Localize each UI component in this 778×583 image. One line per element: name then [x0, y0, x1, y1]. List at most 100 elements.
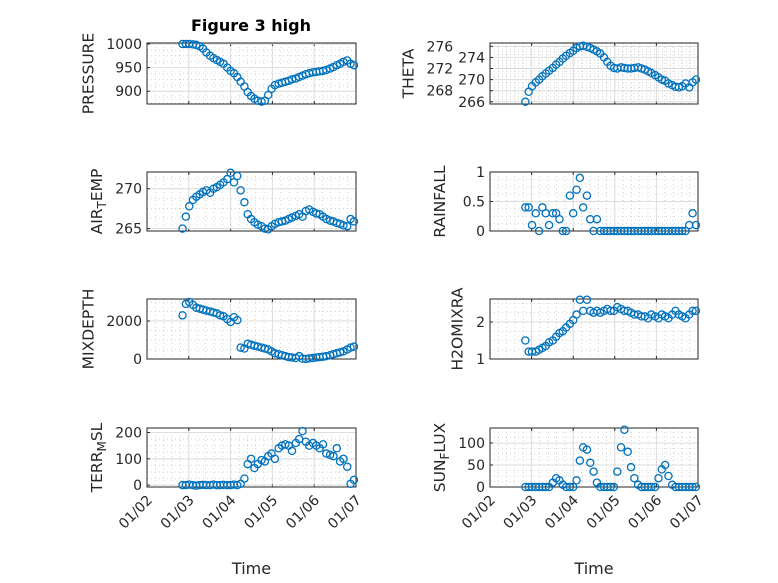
data-point: [568, 482, 578, 492]
data-point: [613, 467, 622, 476]
data-point: [233, 171, 242, 181]
data-point: [575, 456, 585, 465]
y-tick-label: 2: [476, 315, 485, 331]
y-tick-label: 270: [115, 182, 142, 198]
axes-h2omixra: 1 2 H2OMIXRA: [448, 287, 701, 371]
data-point: [287, 213, 297, 222]
y-tick-label: 2000: [106, 314, 142, 330]
data-point: [531, 209, 541, 218]
data-point: [578, 306, 588, 316]
data-point: [575, 295, 585, 304]
data-point: [626, 462, 636, 472]
y-tick-label: 1000: [106, 37, 142, 53]
data-point: [568, 209, 578, 218]
data-point: [339, 454, 348, 464]
data-point: [287, 446, 297, 456]
data-point: [572, 185, 581, 194]
axes-box: [146, 427, 357, 488]
y-tick-label: 1: [476, 352, 485, 368]
data-point: [582, 445, 592, 454]
data-point: [589, 467, 598, 476]
data-point: [521, 97, 530, 107]
data-point: [240, 474, 249, 483]
y-tick-label: 200: [115, 425, 142, 441]
x-tick-label: 01/02: [116, 493, 156, 533]
data-point: [243, 459, 252, 469]
y-tick-label: 268: [426, 84, 453, 100]
x-tick-label: 01/04: [542, 492, 582, 532]
x-tick-label: 01/03: [158, 493, 198, 533]
x-tick-label: 01/03: [501, 493, 541, 533]
data-point: [688, 482, 697, 492]
data-point: [558, 226, 568, 236]
data-point: [572, 476, 581, 485]
data-point: [342, 221, 352, 231]
data-point: [555, 214, 564, 224]
x-tick-label: 01/02: [459, 493, 499, 533]
y-tick-label: 265: [115, 222, 142, 238]
data-point: [561, 226, 571, 236]
y-tick-label: 0.5: [463, 195, 485, 211]
axes-box: [146, 42, 357, 105]
x-tick-label: 01/05: [241, 493, 281, 533]
data-point: [620, 425, 629, 435]
data-point: [178, 311, 187, 320]
x-axis-label: Time: [231, 559, 271, 578]
data-point: [524, 203, 533, 212]
data-point: [586, 458, 595, 468]
y-tick-label: 266: [458, 95, 485, 111]
data-point: [349, 60, 359, 70]
y-tick-label: 100: [458, 436, 485, 452]
data-point: [541, 482, 550, 492]
data-point: [654, 473, 663, 483]
data-point: [329, 451, 338, 461]
data-point: [565, 191, 575, 200]
data-point: [565, 482, 575, 492]
axes-box: [146, 171, 357, 232]
data-point: [691, 482, 701, 492]
data-point: [534, 226, 544, 236]
data-point: [184, 202, 194, 211]
y-tick-label: 1: [476, 165, 485, 181]
y-axis-label: MIXDEPTH: [80, 289, 98, 370]
data-point: [240, 198, 249, 207]
axes-pressure: 900 950 1000 PRESSURE: [80, 33, 359, 115]
data-point: [270, 454, 280, 464]
data-point: [349, 217, 359, 226]
data-point: [623, 447, 632, 457]
y-tick-label: 0: [133, 352, 142, 368]
data-point: [335, 348, 345, 357]
axes-rainfall: 0 0.5 1 RAINFALL: [431, 165, 701, 240]
y-axis-label: PRESSURE: [80, 33, 98, 115]
data-point: [226, 168, 235, 178]
data-point: [592, 214, 602, 224]
data-point: [548, 209, 558, 218]
data-point: [322, 65, 331, 75]
data-point: [630, 473, 639, 483]
data-point: [332, 444, 342, 453]
data-point: [606, 306, 615, 316]
data-point: [339, 221, 348, 230]
axes-terr_msl: 01/02 01/03 01/04 01/05 01/06 01/07 0 100 200 TER…: [88, 422, 365, 578]
data-point: [253, 220, 263, 229]
y-axis-label: THETA: [399, 48, 417, 99]
axes-mixdepth: 0 2000 MIXDEPTH: [80, 289, 359, 370]
y-axis-label: H2OMIXRA: [448, 287, 466, 370]
y-axis-label: AIRTEMP: [88, 169, 109, 235]
data-point: [236, 343, 245, 352]
data-point: [233, 315, 242, 325]
data-point: [349, 475, 359, 485]
data-point: [609, 482, 619, 492]
axes-box: [146, 298, 357, 360]
data-point: [229, 178, 239, 187]
axes-box: [489, 42, 699, 105]
data-point: [544, 220, 554, 230]
y-tick-label: 900: [115, 84, 142, 100]
data-point: [691, 75, 701, 84]
y-tick-label: 274: [458, 50, 485, 66]
data-point: [582, 191, 592, 200]
data-point: [578, 203, 588, 212]
y-tick-label: 276: [426, 39, 453, 55]
